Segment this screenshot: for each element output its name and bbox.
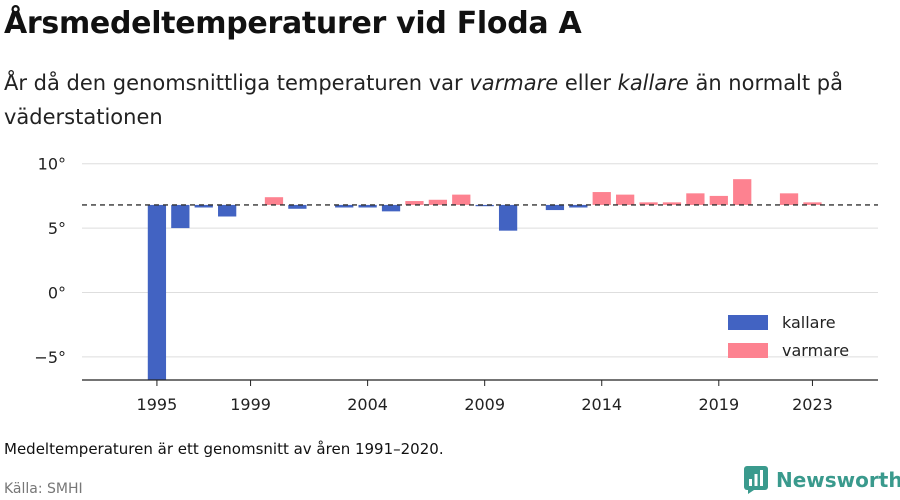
newsworthy-logo-icon — [744, 466, 768, 494]
bar-warmer — [779, 193, 799, 205]
y-tick-label: 0° — [48, 283, 66, 302]
brand-name: Newsworthy — [776, 468, 900, 492]
bar-warmer — [264, 197, 284, 205]
bar-colder — [194, 204, 213, 208]
source-label: Källa: SMHI — [4, 481, 83, 497]
bar-warmer — [405, 201, 424, 205]
subtitle-part-1: År då den genomsnittliga temperaturen va… — [4, 71, 470, 95]
bar-layer — [82, 179, 878, 380]
bar-warmer — [592, 192, 611, 205]
bar-warmer — [709, 195, 728, 205]
x-tick-label: 2023 — [792, 395, 833, 414]
bar-colder — [498, 204, 518, 231]
bar-warmer — [616, 194, 635, 205]
bar-warmer — [452, 194, 471, 205]
bar-warmer — [686, 193, 705, 205]
chart-subtitle: År då den genomsnittliga temperaturen va… — [4, 66, 884, 134]
bar-warmer — [803, 202, 822, 205]
grid-layer: 10° 5° 0° −5° — [34, 155, 878, 367]
bar-warmer — [733, 179, 752, 205]
x-tick-label: 1999 — [230, 395, 271, 414]
bar-colder — [335, 204, 354, 208]
legend-swatch — [728, 315, 768, 330]
bar-colder — [171, 204, 190, 229]
bar-warmer — [662, 202, 682, 205]
x-tick-label: 2019 — [698, 395, 739, 414]
bar-colder — [218, 204, 237, 217]
bar-warmer — [428, 199, 447, 205]
subtitle-colder-word: kallare — [617, 71, 689, 95]
bar-colder — [358, 204, 377, 208]
bar-colder — [147, 204, 167, 380]
y-tick-label: 10° — [38, 155, 66, 174]
x-tick-label: 2009 — [464, 395, 505, 414]
y-tick-label: 5° — [48, 219, 66, 238]
footnote: Medeltemperaturen är ett genomsnitt av å… — [4, 440, 444, 458]
bar-colder — [569, 204, 588, 208]
legend: kallare varmare — [728, 313, 849, 360]
bar-warmer — [639, 202, 658, 205]
subtitle-warmer-word: varmare — [469, 71, 559, 95]
x-tick-label: 2014 — [581, 395, 622, 414]
x-tick-label: 1995 — [137, 395, 178, 414]
chart-title: Årsmedeltemperaturer vid Floda A — [4, 6, 582, 41]
subtitle-part-3: än normalt på väderstationen — [4, 71, 843, 129]
bar-colder — [545, 204, 565, 211]
legend-label: varmare — [782, 341, 849, 360]
y-tick-label: −5° — [34, 348, 66, 367]
bar-colder — [288, 204, 307, 209]
bar-colder — [381, 204, 401, 212]
subtitle-part-2: eller — [558, 71, 618, 95]
x-tick-label: 2004 — [347, 395, 388, 414]
brand-logo: Newsworthy — [744, 466, 900, 494]
legend-label: kallare — [782, 313, 836, 332]
axis-layer: 1995 1999 2004 2009 2014 2019 2023 — [82, 379, 878, 414]
bar-colder — [475, 204, 494, 207]
legend-swatch — [728, 343, 768, 358]
temperature-bar-chart: 10°5°0°−5° 1995 1999 2004 2009 2014 2019 2023 … — [34, 155, 878, 414]
